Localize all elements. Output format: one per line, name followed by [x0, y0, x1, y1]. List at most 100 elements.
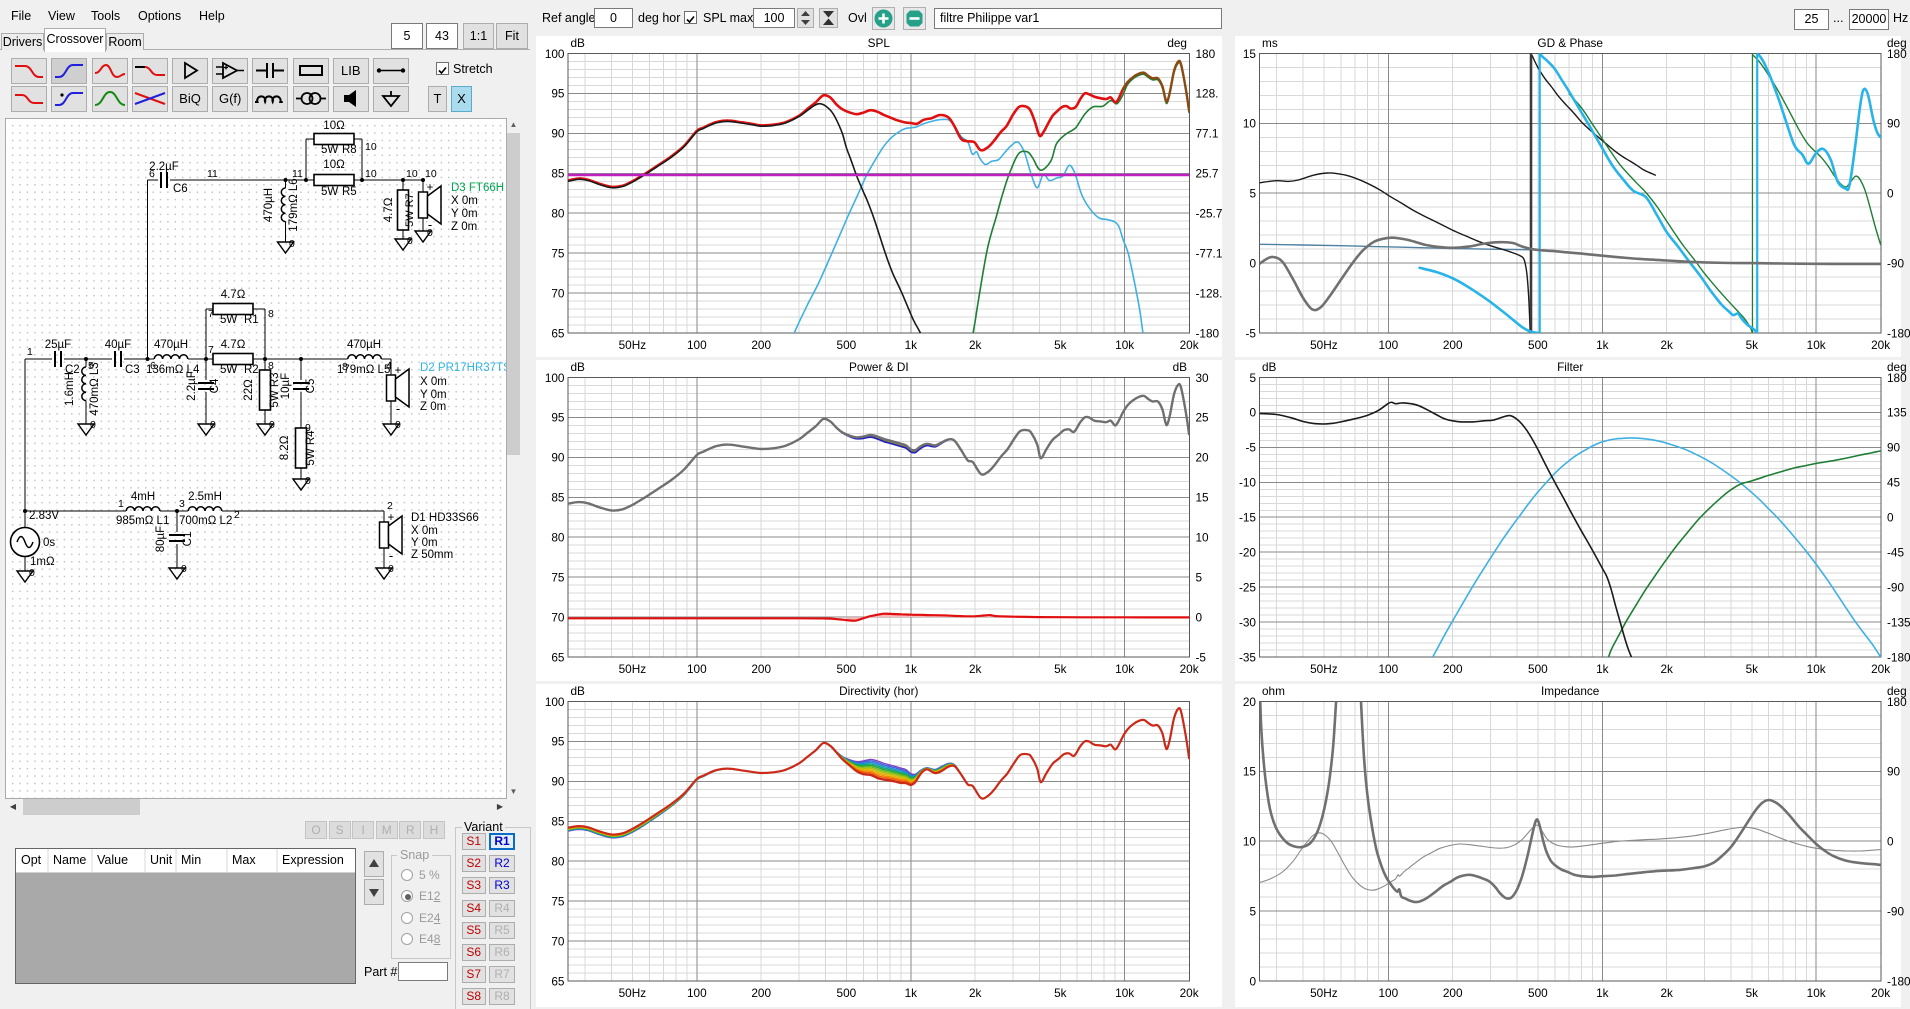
svg-text:1k: 1k	[1596, 338, 1609, 352]
svg-text:dB: dB	[571, 684, 586, 698]
svg-text:0: 0	[305, 475, 311, 487]
svg-text:X 0m: X 0m	[411, 525, 438, 537]
svg-text:5: 5	[1249, 187, 1256, 201]
svg-text:985mΩ L1: 985mΩ L1	[116, 515, 169, 527]
svg-text:80µF: 80µF	[155, 526, 167, 552]
svg-text:65: 65	[551, 326, 565, 340]
svg-text:25: 25	[1196, 411, 1210, 425]
svg-text:5k: 5k	[1054, 986, 1067, 1000]
svg-text:100: 100	[545, 371, 565, 385]
svg-text:deg: deg	[1887, 360, 1907, 374]
svg-text:10Ω: 10Ω	[323, 159, 345, 171]
svg-text:Filter: Filter	[1557, 360, 1583, 374]
svg-text:2.2µF: 2.2µF	[149, 161, 179, 173]
svg-text:0: 0	[210, 419, 216, 431]
svg-text:10: 10	[406, 168, 418, 180]
svg-text:0: 0	[1887, 835, 1894, 849]
svg-text:20: 20	[1243, 695, 1257, 709]
svg-text:100: 100	[687, 986, 707, 1000]
svg-text:+: +	[388, 512, 395, 524]
svg-text:1k: 1k	[1596, 986, 1609, 1000]
svg-text:25µF: 25µF	[45, 339, 71, 351]
svg-text:dB: dB	[1173, 360, 1188, 374]
svg-text:90: 90	[1887, 117, 1901, 131]
svg-text:-5: -5	[1246, 441, 1257, 455]
svg-text:77.1: 77.1	[1196, 127, 1219, 141]
svg-text:5W R7: 5W R7	[404, 193, 416, 227]
svg-text:ms: ms	[1262, 36, 1278, 50]
svg-text:Y 0m: Y 0m	[411, 537, 438, 549]
svg-text:-90: -90	[1887, 580, 1904, 594]
svg-text:0: 0	[1887, 187, 1894, 201]
svg-text:0: 0	[1249, 406, 1256, 420]
svg-text:80: 80	[551, 531, 565, 545]
svg-text:C5: C5	[305, 379, 317, 394]
svg-text:0: 0	[29, 567, 35, 579]
svg-text:10k: 10k	[1807, 338, 1826, 352]
svg-text:80: 80	[551, 855, 565, 869]
svg-text:8.2Ω: 8.2Ω	[279, 435, 291, 460]
svg-text:10: 10	[1243, 835, 1257, 849]
svg-text:-30: -30	[1239, 615, 1256, 629]
svg-text:R5: R5	[342, 186, 357, 198]
svg-text:-5: -5	[1246, 326, 1257, 340]
svg-text:10µF: 10µF	[280, 373, 292, 399]
svg-text:70: 70	[551, 610, 565, 624]
svg-text:80: 80	[551, 207, 565, 221]
svg-text:20k: 20k	[1180, 662, 1199, 676]
svg-text:+: +	[427, 182, 434, 194]
svg-text:5W: 5W	[220, 364, 237, 376]
svg-text:C4: C4	[209, 378, 221, 393]
svg-text:500: 500	[837, 986, 857, 1000]
svg-text:20k: 20k	[1180, 986, 1199, 1000]
svg-text:0: 0	[1887, 511, 1894, 525]
svg-text:0: 0	[388, 563, 394, 575]
svg-text:75: 75	[551, 246, 565, 260]
svg-text:100: 100	[687, 338, 707, 352]
svg-text:2.2µF: 2.2µF	[186, 371, 198, 401]
svg-text:5W R4: 5W R4	[305, 430, 317, 466]
svg-text:2: 2	[387, 500, 393, 512]
svg-text:100: 100	[545, 695, 565, 709]
svg-text:2k: 2k	[969, 986, 982, 1000]
svg-text:-: -	[389, 548, 393, 563]
svg-text:X 0m: X 0m	[451, 195, 478, 207]
svg-text:470µH: 470µH	[347, 339, 381, 351]
svg-text:R2: R2	[244, 364, 259, 376]
svg-text:-180: -180	[1196, 326, 1220, 340]
svg-text:dB: dB	[571, 36, 586, 50]
svg-text:500: 500	[837, 662, 857, 676]
svg-text:0: 0	[181, 563, 187, 575]
svg-text:30: 30	[1196, 371, 1210, 385]
svg-text:5k: 5k	[1746, 662, 1759, 676]
svg-text:-180: -180	[1887, 974, 1910, 988]
svg-text:5W: 5W	[321, 186, 338, 198]
svg-text:85: 85	[551, 167, 565, 181]
svg-text:2k: 2k	[969, 662, 982, 676]
svg-text:D3 FT66H: D3 FT66H	[451, 182, 504, 194]
svg-text:100: 100	[687, 662, 707, 676]
svg-text:1: 1	[118, 498, 124, 510]
svg-text:-25.7: -25.7	[1196, 207, 1223, 221]
svg-text:-180: -180	[1887, 326, 1910, 340]
svg-text:20: 20	[1196, 451, 1210, 465]
svg-text:2k: 2k	[1660, 338, 1673, 352]
svg-text:R1: R1	[244, 314, 259, 326]
svg-text:128.: 128.	[1196, 87, 1219, 101]
svg-text:4.7Ω: 4.7Ω	[221, 339, 246, 351]
svg-text:8: 8	[268, 308, 274, 320]
svg-text:95: 95	[551, 735, 565, 749]
svg-text:-45: -45	[1887, 546, 1904, 560]
svg-text:95: 95	[551, 87, 565, 101]
svg-text:11: 11	[292, 168, 303, 180]
svg-text:Z 50mm: Z 50mm	[411, 549, 453, 561]
svg-text:-90: -90	[1887, 256, 1904, 270]
svg-text:70: 70	[551, 934, 565, 948]
svg-text:45: 45	[1887, 476, 1901, 490]
svg-text:0: 0	[407, 235, 413, 247]
svg-text:179mΩ L5: 179mΩ L5	[337, 364, 390, 376]
svg-text:1k: 1k	[1596, 662, 1609, 676]
svg-text:1mΩ: 1mΩ	[30, 556, 55, 568]
svg-text:0s: 0s	[43, 537, 55, 549]
svg-text:4mH: 4mH	[131, 491, 155, 503]
